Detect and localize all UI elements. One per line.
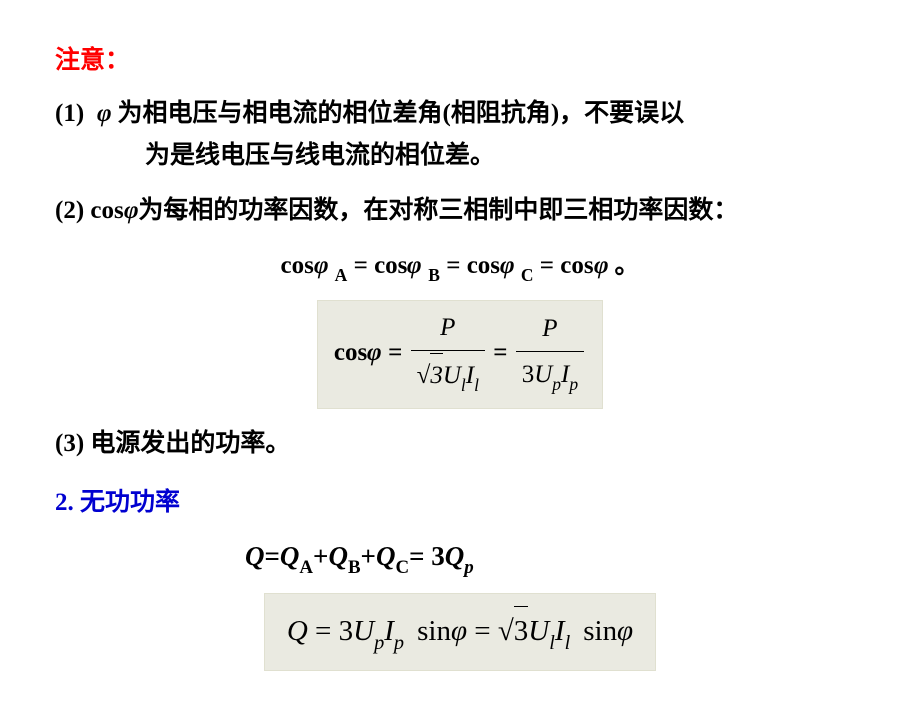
cos-equality-line: cosφ A = cosφ B = cosφ C = cosφ 。 <box>55 245 865 288</box>
frac1-num: P <box>411 307 485 351</box>
item-1-line2: 为是线电压与线电流的相位差。 <box>55 135 865 176</box>
frac1-den: √3UlIl <box>411 351 485 398</box>
item-3: (3) 电源发出的功率。 <box>55 423 865 464</box>
reactive-heading: 2. 无功功率 <box>55 482 865 523</box>
phi-symbol: φ <box>96 93 112 134</box>
frac2-den: 3UpIp <box>516 352 584 397</box>
item-2-prefix: (2) cos <box>55 197 124 224</box>
cos-c: cosφ C <box>467 252 534 279</box>
q-sum-line: Q=QA+QB+QC= 3Qp <box>55 534 865 582</box>
frac-1: P √3UlIl <box>411 307 485 398</box>
item-1-prefix: (1) <box>55 100 84 127</box>
q-formula-box: Q = 3UpIp sinφ = √3UlIl sinφ <box>264 593 656 671</box>
phi-symbol-2: φ <box>123 190 139 231</box>
cos-lhs: cosφ <box>334 339 382 366</box>
cos-plain: cosφ <box>560 252 608 279</box>
item-1: (1) φ 为相电压与相电流的相位差角(相阻抗角)，不要误以 为是线电压与线电流… <box>55 93 865 176</box>
slide-content: 注意： (1) φ 为相电压与相电流的相位差角(相阻抗角)，不要误以 为是线电压… <box>0 0 920 701</box>
frac2-num: P <box>516 308 584 352</box>
q-formula-wrap: Q = 3UpIp sinφ = √3UlIl sinφ <box>55 593 865 671</box>
note-heading: 注意： <box>55 40 865 81</box>
item-2-text: 为每相的功率因数，在对称三相制中即三相功率因数： <box>138 197 738 224</box>
item-2: (2) cosφ为每相的功率因数，在对称三相制中即三相功率因数： <box>55 190 865 231</box>
cos-a: cosφ A <box>280 252 347 279</box>
cos-fraction-box-wrap: cosφ = P √3UlIl = P 3UpIp <box>55 300 865 409</box>
cos-fraction-box: cosφ = P √3UlIl = P 3UpIp <box>317 300 603 409</box>
cos-b: cosφ B <box>374 252 440 279</box>
frac-2: P 3UpIp <box>516 308 584 397</box>
item-1-text-a: 为相电压与相电流的相位差角(相阻抗角)，不要误以 <box>111 100 684 127</box>
